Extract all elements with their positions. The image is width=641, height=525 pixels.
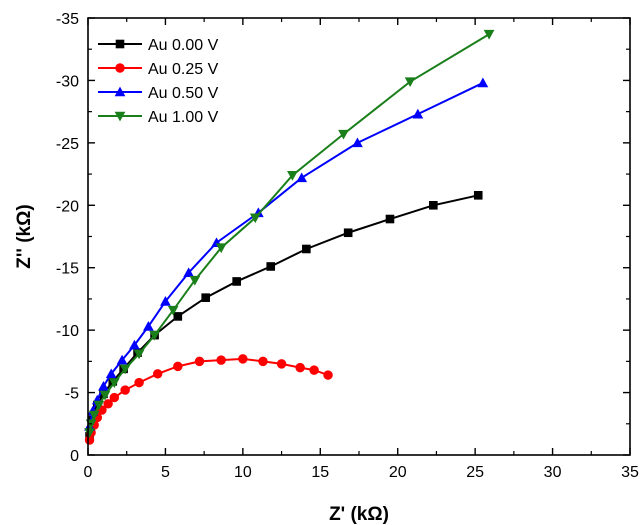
data-point xyxy=(88,410,100,421)
plot-frame xyxy=(87,17,631,456)
x-tick-label: 0 xyxy=(84,464,93,481)
data-point xyxy=(173,361,183,372)
data-point xyxy=(143,321,154,331)
series-layer xyxy=(84,29,495,445)
legend-marker xyxy=(115,63,125,73)
data-point xyxy=(103,399,113,409)
series-0 xyxy=(85,190,483,441)
data-point xyxy=(302,244,311,254)
x-tick-label: 25 xyxy=(466,464,484,481)
data-point xyxy=(84,435,95,445)
legend-marker xyxy=(114,86,126,97)
x-axis-title: Z' (kΩ) xyxy=(329,504,389,525)
data-point xyxy=(129,339,140,350)
data-point xyxy=(404,77,416,88)
data-point xyxy=(276,359,287,369)
data-point xyxy=(477,77,489,88)
data-point xyxy=(338,129,349,140)
data-point xyxy=(216,355,226,365)
series-line xyxy=(88,82,484,427)
data-point xyxy=(385,214,395,224)
legend-item: Au 0.50 V xyxy=(98,85,219,102)
legend-label: Au 1.00 V xyxy=(148,109,219,126)
data-point xyxy=(232,277,241,286)
data-point xyxy=(119,364,131,375)
data-point xyxy=(160,296,171,306)
data-point xyxy=(483,29,495,40)
y-tick-label: 0 xyxy=(70,448,79,465)
data-point xyxy=(238,354,248,364)
series-3 xyxy=(84,29,495,438)
data-point xyxy=(295,362,305,373)
x-tick-label: 35 xyxy=(621,464,639,481)
y-tick-label: -25 xyxy=(56,136,79,153)
data-point xyxy=(99,390,111,401)
series-line xyxy=(88,194,479,437)
y-tick-label: -20 xyxy=(56,198,79,215)
data-point xyxy=(215,243,227,254)
data-point xyxy=(93,400,105,411)
data-point xyxy=(296,172,308,183)
data-point xyxy=(309,365,319,375)
series-2 xyxy=(84,77,489,431)
data-point xyxy=(183,267,195,278)
x-tick-label: 30 xyxy=(544,464,562,481)
data-point xyxy=(429,200,438,210)
data-point xyxy=(134,377,144,388)
data-point xyxy=(109,392,120,403)
y-axis-title: Z'' (kΩ) xyxy=(14,204,35,268)
data-point xyxy=(167,305,179,316)
data-point xyxy=(84,428,95,438)
data-point xyxy=(343,228,353,238)
data-point xyxy=(189,275,201,286)
data-point xyxy=(352,137,363,148)
legend-label: Au 0.00 V xyxy=(148,37,219,54)
y-tick-label: -15 xyxy=(56,261,79,278)
data-point xyxy=(201,293,210,302)
legend: Au 0.00 V Au 0.25 V Au 0.50 V Au 1.00 V xyxy=(98,37,219,126)
x-tick-label: 20 xyxy=(389,464,407,481)
data-point xyxy=(258,356,268,367)
data-point xyxy=(323,370,333,380)
x-tick-label: 10 xyxy=(234,464,252,481)
data-point xyxy=(149,330,160,341)
data-point xyxy=(116,354,128,365)
data-point xyxy=(152,369,163,379)
data-point xyxy=(173,312,183,321)
data-point xyxy=(412,108,424,119)
data-point xyxy=(473,190,483,200)
legend-item: Au 1.00 V xyxy=(98,109,219,126)
axes-layer: 0 5 10 15 20 25 30 35 0 -5 -10 -15 -20 -25 -30 -35 xyxy=(56,11,639,481)
data-point xyxy=(98,380,109,391)
legend-marker xyxy=(115,39,125,49)
data-point xyxy=(120,385,130,395)
data-point xyxy=(133,349,145,360)
y-tick-label: -30 xyxy=(56,73,79,90)
legend-item: Au 0.00 V xyxy=(98,37,219,54)
series-1 xyxy=(84,354,333,445)
data-point xyxy=(194,356,205,367)
data-point xyxy=(287,171,298,181)
data-point xyxy=(105,368,117,379)
x-tick-label: 5 xyxy=(161,464,170,481)
data-point xyxy=(249,213,261,224)
legend-marker xyxy=(114,111,126,122)
legend-item: Au 0.25 V xyxy=(98,61,219,78)
y-tick-label: -5 xyxy=(65,386,79,403)
data-point xyxy=(266,262,276,271)
y-tick-label: -10 xyxy=(56,323,79,340)
legend-label: Au 0.50 V xyxy=(148,85,219,102)
y-tick-label: -35 xyxy=(56,11,79,28)
data-point xyxy=(108,378,120,388)
legend-label: Au 0.25 V xyxy=(148,61,219,78)
x-tick-label: 15 xyxy=(311,464,329,481)
